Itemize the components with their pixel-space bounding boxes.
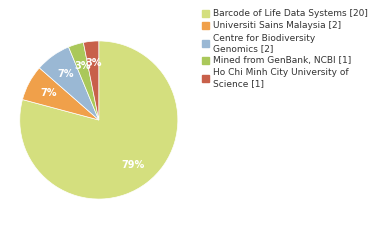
Wedge shape: [83, 41, 99, 120]
Wedge shape: [22, 68, 99, 120]
Text: 7%: 7%: [57, 69, 74, 79]
Wedge shape: [20, 41, 178, 199]
Legend: Barcode of Life Data Systems [20], Universiti Sains Malaysia [2], Centre for Bio: Barcode of Life Data Systems [20], Unive…: [202, 9, 368, 88]
Text: 79%: 79%: [122, 160, 145, 170]
Wedge shape: [68, 42, 99, 120]
Wedge shape: [40, 47, 99, 120]
Text: 3%: 3%: [74, 60, 90, 71]
Text: 3%: 3%: [85, 58, 101, 68]
Text: 7%: 7%: [40, 88, 57, 98]
